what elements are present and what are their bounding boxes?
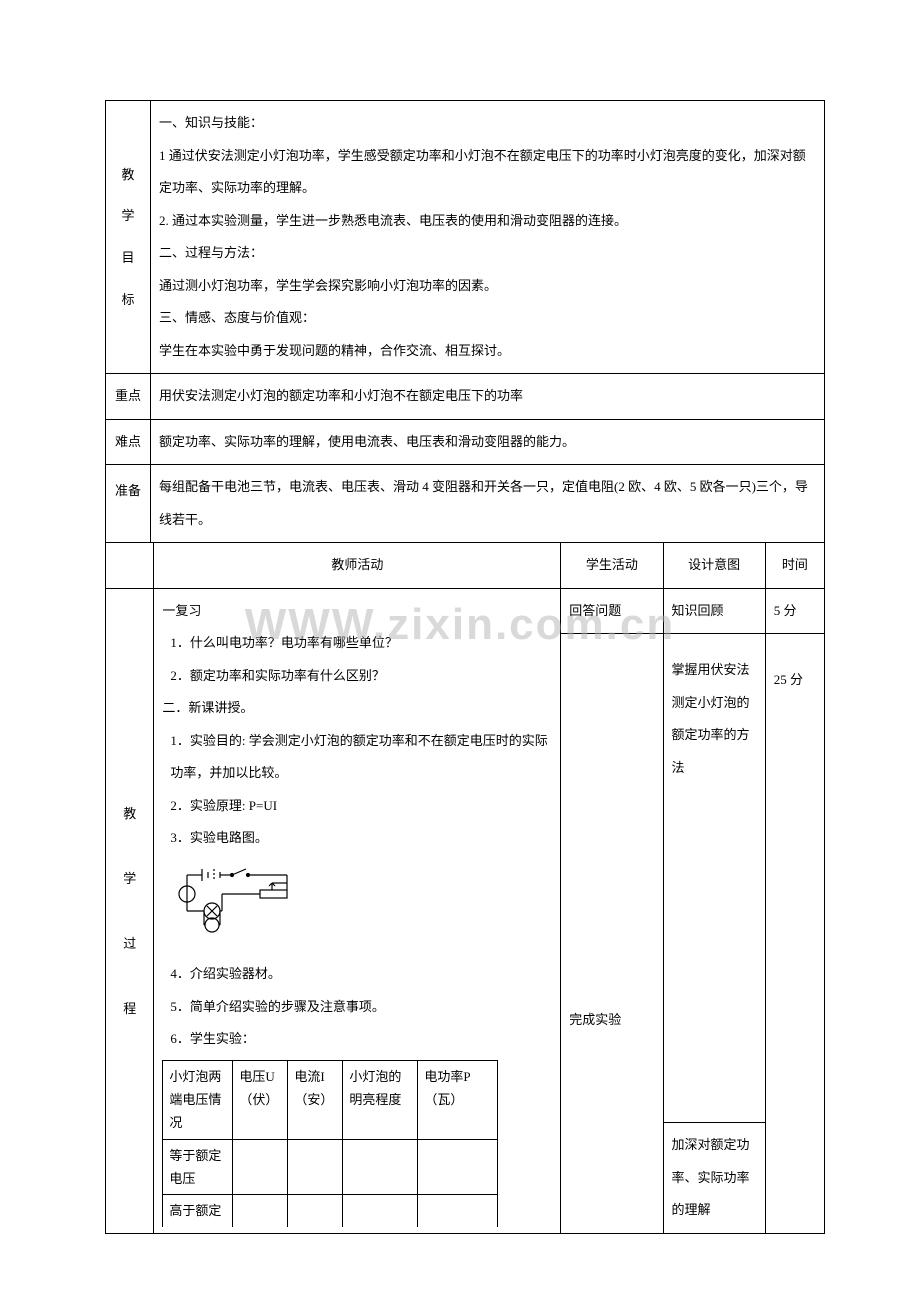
student-header: 学生活动 xyxy=(561,543,663,588)
teacher-activity-content: 一复习 1．什么叫电功率？电功率有哪些单位？ 2．额定功率和实际功率有什么区别？… xyxy=(154,588,561,1233)
exp-principle: 2．实验原理: P=UI xyxy=(162,790,552,823)
objectives-content: 一、知识与技能： 1 通过伏安法测定小灯泡功率，学生感受额定功率和小灯泡不在额定… xyxy=(151,101,825,374)
label-char: 学 xyxy=(114,846,145,911)
cell xyxy=(288,1139,343,1195)
cell xyxy=(418,1195,498,1227)
design-intent-1: 知识回顾 xyxy=(663,588,765,634)
time-1: 5 分 xyxy=(765,588,824,634)
prepare-label: 准备 xyxy=(106,465,151,543)
question-1: 1．什么叫电功率？电功率有哪些单位？ xyxy=(162,627,552,660)
activity-table: 教师活动 学生活动 设计意图 时间 教 学 过 程 一复习 1．什么叫电功率？电… xyxy=(105,543,825,1234)
activity-header-row: 教师活动 学生活动 设计意图 时间 xyxy=(106,543,825,588)
cell xyxy=(233,1139,288,1195)
cell xyxy=(343,1139,418,1195)
label-char: 标 xyxy=(114,279,142,321)
prepare-row: 准备 每组配备干电池三节，电流表、电压表、滑动 4 变阻器和开关各一只，定值电阻… xyxy=(106,465,825,543)
cell xyxy=(233,1195,288,1227)
student-activity-2: 完成实验 xyxy=(561,634,663,1234)
col-current: 电流I（安） xyxy=(288,1060,343,1139)
time-header: 时间 xyxy=(765,543,824,588)
teacher-header: 教师活动 xyxy=(154,543,561,588)
student-activity-1: 回答问题 xyxy=(561,588,663,634)
data-header-row: 小灯泡两端电压情况 电压U（伏） 电流I（安） 小灯泡的明亮程度 电功率P （瓦… xyxy=(163,1060,498,1139)
keypoint-label: 重点 xyxy=(106,374,151,420)
heading: 三、情感、态度与价值观： xyxy=(159,302,816,335)
section-title: 二．新课讲授。 xyxy=(162,692,552,725)
design-header: 设计意图 xyxy=(663,543,765,588)
keypoint-content: 用伏安法测定小灯泡的额定功率和小灯泡不在额定电压下的功率 xyxy=(151,374,825,420)
cell xyxy=(418,1139,498,1195)
experiment-data-table: 小灯泡两端电压情况 电压U（伏） 电流I（安） 小灯泡的明亮程度 电功率P （瓦… xyxy=(162,1060,498,1227)
circuit-diagram-icon xyxy=(172,863,302,938)
heading: 一、知识与技能： xyxy=(159,107,816,140)
label-char: 程 xyxy=(114,976,145,1041)
difficulty-row: 难点 额定功率、实际功率的理解，使用电流表、电压表和滑动变阻器的能力。 xyxy=(106,419,825,465)
col-power: 电功率P （瓦） xyxy=(418,1060,498,1139)
exp-purpose: 1．实验目的: 学会测定小灯泡的额定功率和不在额定电压时的实际功率，并加以比较。 xyxy=(162,725,552,790)
prepare-content: 每组配备干电池三节，电流表、电压表、滑动 4 变阻器和开关各一只，定值电阻(2 … xyxy=(151,465,825,543)
label-char: 学 xyxy=(114,195,142,237)
difficulty-content: 额定功率、实际功率的理解，使用电流表、电压表和滑动变阻器的能力。 xyxy=(151,419,825,465)
process-row-1: 教 学 过 程 一复习 1．什么叫电功率？电功率有哪些单位？ 2．额定功率和实际… xyxy=(106,588,825,634)
process-label: 教 学 过 程 xyxy=(106,588,154,1233)
label-char: 教 xyxy=(114,781,145,846)
objectives-row: 教 学 目 标 一、知识与技能： 1 通过伏安法测定小灯泡功率，学生感受额定功率… xyxy=(106,101,825,374)
exp-circuit: 3．实验电路图。 xyxy=(162,822,552,855)
label-char: 过 xyxy=(114,911,145,976)
col-voltage-condition: 小灯泡两端电压情况 xyxy=(163,1060,233,1139)
label-char: 目 xyxy=(114,237,142,279)
question-2: 2．额定功率和实际功率有什么区别？ xyxy=(162,660,552,693)
col-brightness: 小灯泡的明亮程度 xyxy=(343,1060,418,1139)
text-line: 通过测小灯泡功率，学生学会探究影响小灯泡功率的因素。 xyxy=(159,270,816,303)
exp-equipment: 4．介绍实验器材。 xyxy=(162,958,552,991)
keypoint-row: 重点 用伏安法测定小灯泡的额定功率和小灯泡不在额定电压下的功率 xyxy=(106,374,825,420)
text-line: 2. 通过本实验测量，学生进一步熟悉电流表、电压表的使用和滑动变阻器的连接。 xyxy=(159,205,816,238)
section-title: 一复习 xyxy=(162,595,552,628)
text-line: 1 通过伏安法测定小灯泡功率，学生感受额定功率和小灯泡不在额定电压下的功率时小灯… xyxy=(159,140,816,205)
difficulty-label: 难点 xyxy=(106,419,151,465)
col-voltage: 电压U（伏） xyxy=(233,1060,288,1139)
data-row-2: 高于额定 xyxy=(163,1195,498,1227)
cell: 高于额定 xyxy=(163,1195,233,1227)
lesson-plan-table: 教 学 目 标 一、知识与技能： 1 通过伏安法测定小灯泡功率，学生感受额定功率… xyxy=(105,100,825,543)
cell: 等于额定电压 xyxy=(163,1139,233,1195)
design-intent-3: 加深对额定功率、实际功率的理解 xyxy=(663,1123,765,1234)
label-char: 教 xyxy=(114,154,142,196)
design-intent-2: 掌握用伏安法测定小灯泡的额定功率的方法 xyxy=(663,634,765,1123)
cell xyxy=(343,1195,418,1227)
empty-cell xyxy=(106,543,154,588)
cell xyxy=(288,1195,343,1227)
exp-student: 6．学生实验： xyxy=(162,1023,552,1056)
data-row-1: 等于额定电压 xyxy=(163,1139,498,1195)
heading: 二、过程与方法： xyxy=(159,237,816,270)
text-line: 学生在本实验中勇于发现问题的精神，合作交流、相互探讨。 xyxy=(159,335,816,368)
exp-steps: 5．简单介绍实验的步骤及注意事项。 xyxy=(162,991,552,1024)
objectives-label: 教 学 目 标 xyxy=(106,101,151,374)
time-2: 25 分 xyxy=(765,634,824,1234)
